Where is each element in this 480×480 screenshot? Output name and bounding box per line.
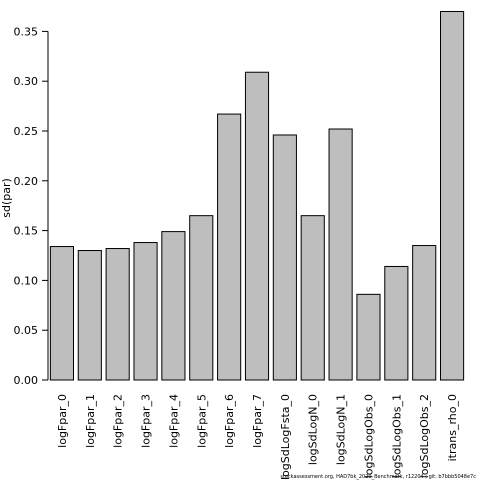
x-category-label: logSdLogObs_1	[390, 394, 403, 478]
x-category-label: logFpar_0	[56, 394, 69, 448]
bar-logFpar_4	[161, 231, 186, 381]
x-category-label: logSdLogN_1	[335, 394, 348, 465]
x-category-label: logSdLogFsta_0	[279, 394, 292, 480]
x-category-label: logFpar_3	[140, 394, 153, 448]
x-axis-labels: logFpar_0 logFpar_1 logFpar_2 logFpar_3 logF…	[56, 394, 459, 480]
bar-logSdLogN_0	[300, 215, 325, 381]
bar-logSdLogObs_2	[412, 245, 437, 381]
y-tick-label: 0.35	[14, 25, 39, 38]
bar-itrans_rho_0	[440, 10, 465, 381]
y-tick-label: 0.20	[14, 175, 39, 188]
bar-logFpar_5	[189, 215, 214, 381]
x-category-label: logSdLogObs_0	[362, 394, 375, 478]
y-tick-label: 0.10	[14, 274, 39, 287]
bar-logSdLogObs_0	[356, 293, 381, 381]
y-tick-label: 0.05	[14, 324, 39, 337]
bar-logFpar_1	[77, 250, 102, 381]
bar-logFpar_6	[217, 113, 242, 381]
x-category-label: itrans_rho_0	[446, 394, 459, 461]
x-category-label: logFpar_7	[251, 394, 264, 448]
x-category-label: logFpar_6	[223, 394, 236, 448]
footnote: stockassessment.org, HAD7bk_2020_Benchma…	[280, 474, 476, 480]
y-axis: 0.00 0.05 0.10 0.15 0.20 0.25 0.30 0.35	[14, 25, 49, 387]
x-category-label: logFpar_5	[195, 394, 208, 448]
bar-logSdLogN_1	[328, 128, 353, 381]
y-tick-label: 0.30	[14, 75, 39, 88]
bars	[49, 10, 465, 381]
y-tick-label: 0.25	[14, 125, 39, 138]
x-category-label: logFpar_2	[112, 394, 125, 448]
bar-logFpar_2	[105, 248, 130, 381]
x-category-label: logSdLogN_0	[307, 394, 320, 465]
bar-logFpar_7	[244, 71, 270, 381]
y-axis-title: sd(par)	[0, 178, 13, 218]
bar-logSdLogObs_1	[384, 265, 409, 381]
y-tick-label: 0.15	[14, 225, 39, 238]
x-category-label: logFpar_1	[84, 394, 97, 448]
bar-logFpar_0	[49, 246, 74, 381]
bar-logFpar_3	[133, 242, 158, 381]
bar-logSdLogFsta_0	[272, 134, 297, 381]
x-category-label: logFpar_4	[167, 394, 180, 448]
x-category-label: logSdLogObs_2	[418, 394, 431, 478]
y-tick-label: 0.00	[14, 374, 39, 387]
